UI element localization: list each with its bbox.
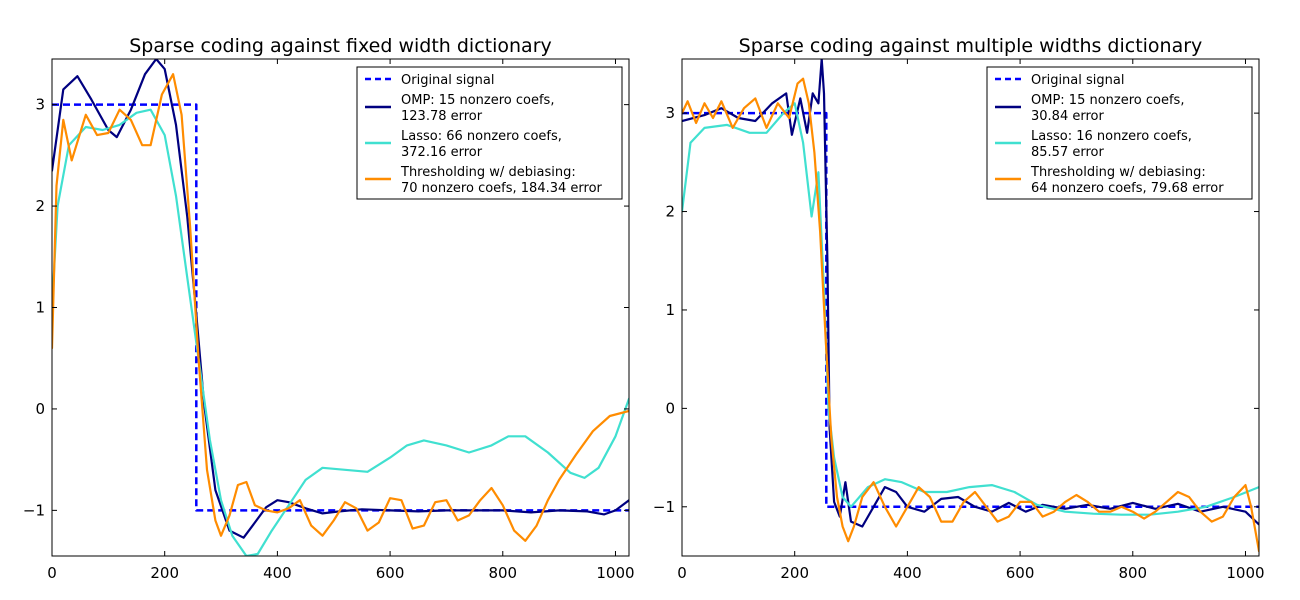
legend-label: Lasso: 16 nonzero coefs, [1031,129,1192,144]
series-group [52,59,629,556]
y-tick-label: 0 [665,399,675,417]
y-tick-label: −1 [23,501,45,519]
x-tick-label: 600 [1006,564,1035,582]
legend-label: Original signal [401,73,494,88]
legend: Original signal OMP: 15 nonzero coefs,30.… [986,66,1253,200]
y-tick-label: 0 [35,400,45,418]
y-tick-label: 3 [665,104,675,122]
y-tick-label: 2 [665,203,675,221]
x-tick-label: 1000 [1226,564,1264,582]
legend-label: OMP: 15 nonzero coefs, [401,93,554,108]
series-line-1 [682,59,1259,528]
x-tick-label: 400 [893,564,922,582]
legend-label: Lasso: 66 nonzero coefs, [401,129,562,144]
y-tick-label: 1 [665,301,675,319]
legend-label: 372.16 error [401,145,483,160]
x-tick-label: 200 [780,564,809,582]
x-tick-label: 200 [150,564,179,582]
legend-box [986,66,1253,200]
chart-title: Sparse coding against multiple widths di… [739,35,1203,57]
legend-label: OMP: 15 nonzero coefs, [1031,93,1184,108]
legend: Original signal OMP: 15 nonzero coefs,123… [356,66,623,200]
series-line-1 [52,59,629,539]
x-tick-label: 600 [376,564,405,582]
legend-label: 123.78 error [401,109,483,124]
legend-label: 64 nonzero coefs, 79.68 error [1031,181,1224,196]
x-tick-label: 800 [1118,564,1147,582]
y-tick-label: 1 [35,299,45,317]
legend-label: Thresholding w/ debiasing: [1030,165,1206,180]
series-line-3 [52,73,629,542]
x-tick-label: 1000 [596,564,634,582]
y-tick-label: 3 [35,96,45,114]
legend-label: Original signal [1031,73,1124,88]
x-tick-label: 0 [47,564,57,582]
axes-frame [681,58,1260,557]
series-group [682,59,1259,553]
x-tick-label: 0 [677,564,687,582]
y-tick-label: 2 [35,197,45,215]
series-line-3 [682,77,1259,553]
x-tick-label: 800 [488,564,517,582]
right-chart: Sparse coding against multiple widths di… [653,35,1265,582]
legend-label: 85.57 error [1031,145,1104,160]
series-line-2 [52,108,629,556]
legend-label: 30.84 error [1031,109,1104,124]
legend-box [356,66,623,200]
left-chart: Sparse coding against fixed width dictio… [23,35,635,582]
legend-label: Thresholding w/ debiasing: [400,165,576,180]
legend-label: 70 nonzero coefs, 184.34 error [401,181,603,196]
chart-title: Sparse coding against fixed width dictio… [129,35,552,57]
y-tick-label: −1 [653,498,675,516]
series-line-2 [682,102,1259,516]
x-tick-label: 400 [263,564,292,582]
